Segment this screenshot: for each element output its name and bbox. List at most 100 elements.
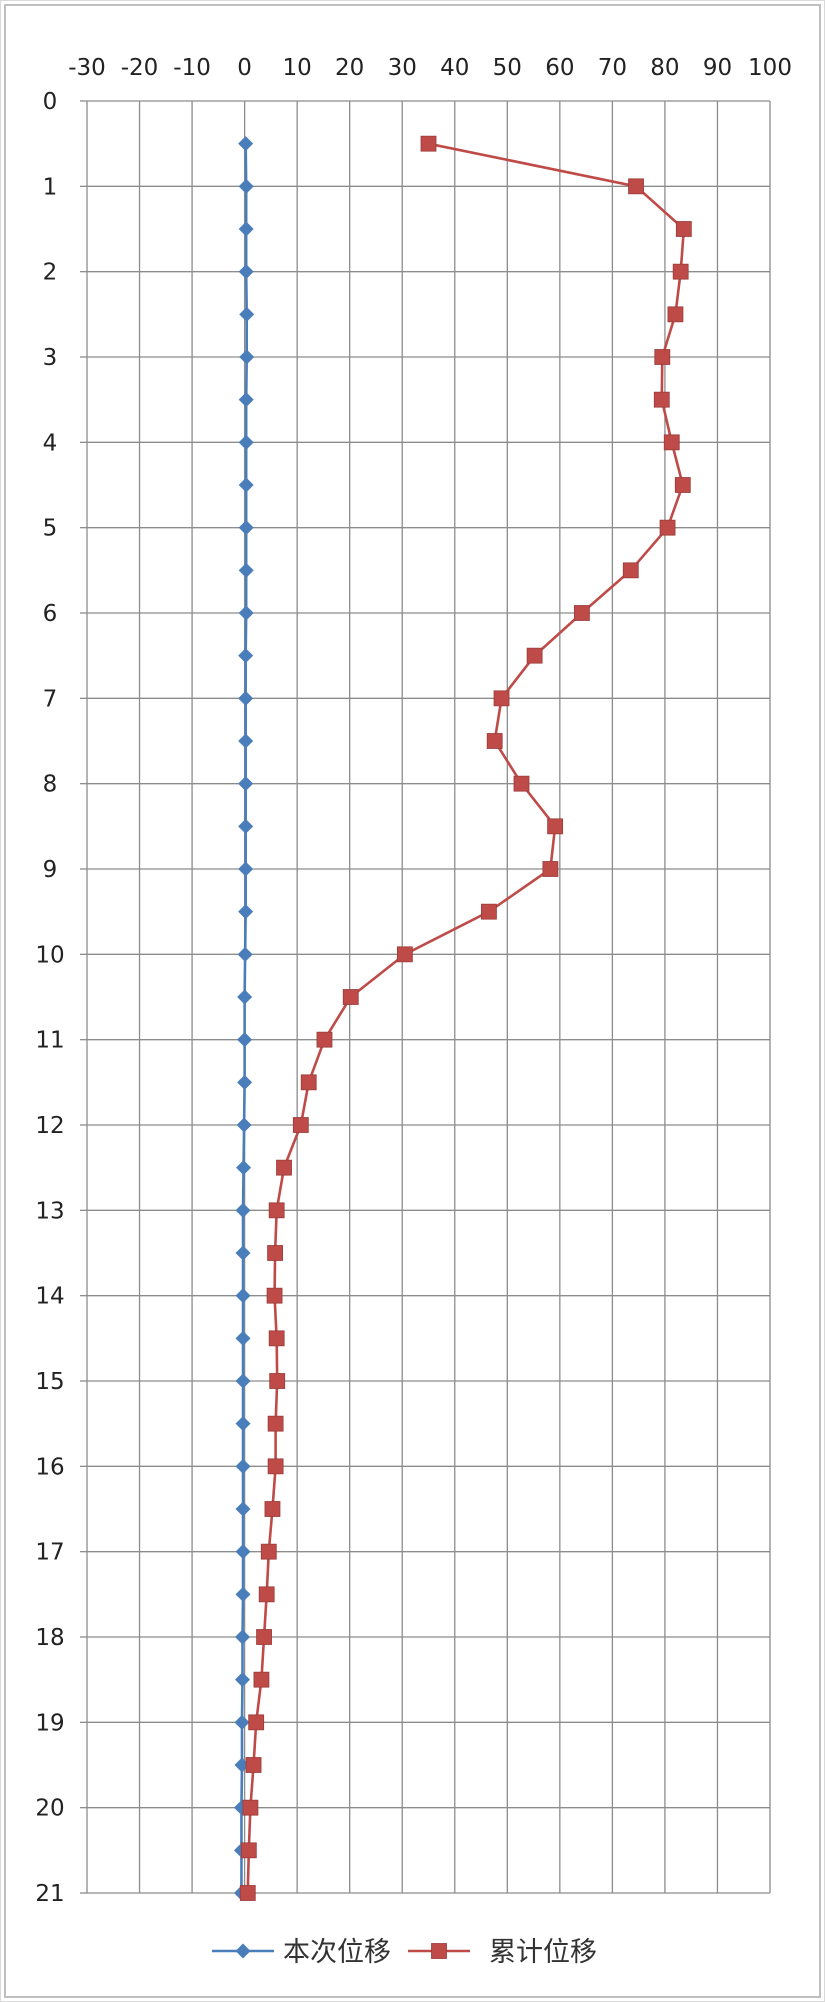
x-tick-label: -30 <box>68 55 106 81</box>
y-tick-label: 2 <box>43 260 58 286</box>
data-point <box>269 1373 286 1389</box>
x-tick-label: 40 <box>440 55 469 81</box>
data-point <box>316 1031 333 1048</box>
data-point <box>659 519 676 536</box>
data-point <box>234 1714 250 1730</box>
data-point <box>481 903 497 920</box>
series-layer <box>233 135 692 1901</box>
data-point <box>238 477 254 493</box>
data-point <box>239 1885 256 1901</box>
data-point <box>238 221 254 237</box>
data-point <box>574 605 590 621</box>
data-point <box>238 605 254 621</box>
y-tick-label: 14 <box>35 1284 64 1310</box>
legend: 本次位移 累计位移 <box>212 1937 597 1968</box>
data-point <box>300 1074 317 1091</box>
data-point <box>238 562 254 578</box>
y-tick-label: 19 <box>35 1710 64 1736</box>
y-tick-label: 9 <box>43 857 58 883</box>
x-axis: -30 -20 -10 0 10 20 30 40 50 60 70 80 90 100 <box>68 55 792 81</box>
data-point <box>653 391 670 408</box>
data-point <box>239 349 255 365</box>
x-tick-label: 0 <box>237 55 252 81</box>
y-tick-label: 21 <box>35 1881 64 1907</box>
data-point <box>542 861 559 877</box>
y-tick-label: 0 <box>43 89 58 115</box>
data-point <box>248 1714 265 1731</box>
data-point <box>235 1288 251 1304</box>
data-point <box>235 1458 251 1474</box>
data-point <box>260 1543 277 1560</box>
data-point <box>238 136 254 152</box>
data-point <box>256 1629 272 1645</box>
data-point <box>235 1373 251 1389</box>
x-tick-label: 80 <box>650 55 679 81</box>
data-point <box>238 264 254 280</box>
data-point <box>672 263 689 280</box>
data-point <box>493 690 510 707</box>
y-tick-label: 7 <box>43 686 58 712</box>
data-point <box>238 818 254 834</box>
legend-label: 本次位移 <box>283 1937 391 1968</box>
data-point <box>674 477 691 493</box>
data-point <box>235 1672 251 1688</box>
data-point <box>235 1629 251 1645</box>
data-point <box>675 221 692 237</box>
data-point <box>237 946 253 962</box>
data-point <box>276 1159 292 1176</box>
y-tick-label: 8 <box>43 772 58 798</box>
legend-marker <box>431 1943 447 1959</box>
data-point <box>292 1117 309 1133</box>
y-tick-label: 13 <box>35 1198 64 1224</box>
x-tick-label: 60 <box>545 55 574 81</box>
data-point <box>235 1544 251 1560</box>
data-point <box>237 989 253 1005</box>
data-point <box>547 818 564 835</box>
x-tick-label: 50 <box>493 55 522 81</box>
y-tick-label: 1 <box>43 174 58 200</box>
legend-label: 累计位移 <box>489 1937 597 1968</box>
data-point <box>268 1202 285 1219</box>
y-tick-label: 11 <box>35 1028 64 1054</box>
x-tick-label: 10 <box>283 55 312 81</box>
y-tick-label: 4 <box>43 430 58 456</box>
data-point <box>622 562 639 579</box>
legend-marker <box>235 1943 251 1959</box>
data-point <box>235 1202 251 1218</box>
data-point <box>420 135 437 152</box>
data-point <box>266 1287 283 1304</box>
x-tick-label: 90 <box>703 55 732 81</box>
data-point <box>628 178 644 195</box>
x-tick-label: 100 <box>748 55 792 81</box>
x-tick-label: 30 <box>388 55 417 81</box>
data-point <box>238 178 254 194</box>
data-point <box>342 989 359 1005</box>
data-point <box>667 306 684 323</box>
data-point <box>267 1458 284 1475</box>
data-point <box>238 904 254 920</box>
data-point <box>236 1117 252 1133</box>
data-point <box>238 392 254 408</box>
data-point <box>238 733 254 749</box>
x-tick-label: 20 <box>335 55 364 81</box>
data-point <box>235 1586 251 1602</box>
data-point <box>238 434 254 450</box>
data-point <box>654 349 671 365</box>
data-point <box>237 1074 253 1090</box>
data-point <box>253 1671 270 1688</box>
data-point <box>513 775 530 792</box>
data-point <box>238 690 254 706</box>
chart-border <box>4 4 821 1998</box>
data-point <box>264 1501 281 1517</box>
data-point <box>238 861 254 877</box>
data-point <box>238 648 254 664</box>
data-point <box>236 1160 252 1176</box>
y-tick-label: 20 <box>35 1796 64 1822</box>
data-point <box>486 733 503 749</box>
data-point <box>267 1245 283 1261</box>
y-tick-label: 10 <box>35 942 64 968</box>
y-tick-label: 3 <box>43 345 58 371</box>
